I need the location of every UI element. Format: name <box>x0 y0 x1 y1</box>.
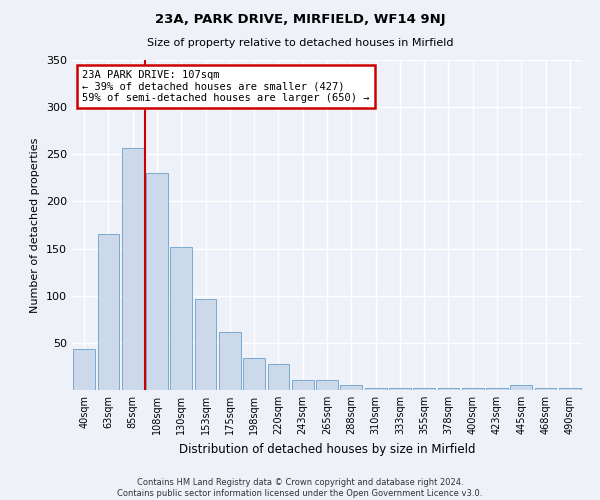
Bar <box>97 234 119 390</box>
Text: 23A PARK DRIVE: 107sqm
← 39% of detached houses are smaller (427)
59% of semi-de: 23A PARK DRIVE: 107sqm ← 39% of detached… <box>82 70 370 103</box>
Bar <box>194 298 217 390</box>
Bar <box>340 386 362 390</box>
Bar <box>316 380 338 390</box>
Bar <box>462 388 484 390</box>
Bar <box>219 332 241 390</box>
Bar <box>122 148 143 390</box>
Bar <box>413 388 435 390</box>
Text: Size of property relative to detached houses in Mirfield: Size of property relative to detached ho… <box>147 38 453 48</box>
Bar <box>486 388 508 390</box>
Bar <box>511 386 532 390</box>
Bar <box>243 358 265 390</box>
Bar <box>292 380 314 390</box>
Bar <box>365 388 386 390</box>
Bar <box>73 350 95 390</box>
Bar <box>146 173 168 390</box>
Bar <box>559 388 581 390</box>
Y-axis label: Number of detached properties: Number of detached properties <box>31 138 40 312</box>
Bar <box>170 246 192 390</box>
Bar <box>535 388 556 390</box>
Text: 23A, PARK DRIVE, MIRFIELD, WF14 9NJ: 23A, PARK DRIVE, MIRFIELD, WF14 9NJ <box>155 12 445 26</box>
Bar <box>437 388 460 390</box>
Text: Contains HM Land Registry data © Crown copyright and database right 2024.
Contai: Contains HM Land Registry data © Crown c… <box>118 478 482 498</box>
Bar <box>389 388 411 390</box>
X-axis label: Distribution of detached houses by size in Mirfield: Distribution of detached houses by size … <box>179 442 475 456</box>
Bar <box>268 364 289 390</box>
